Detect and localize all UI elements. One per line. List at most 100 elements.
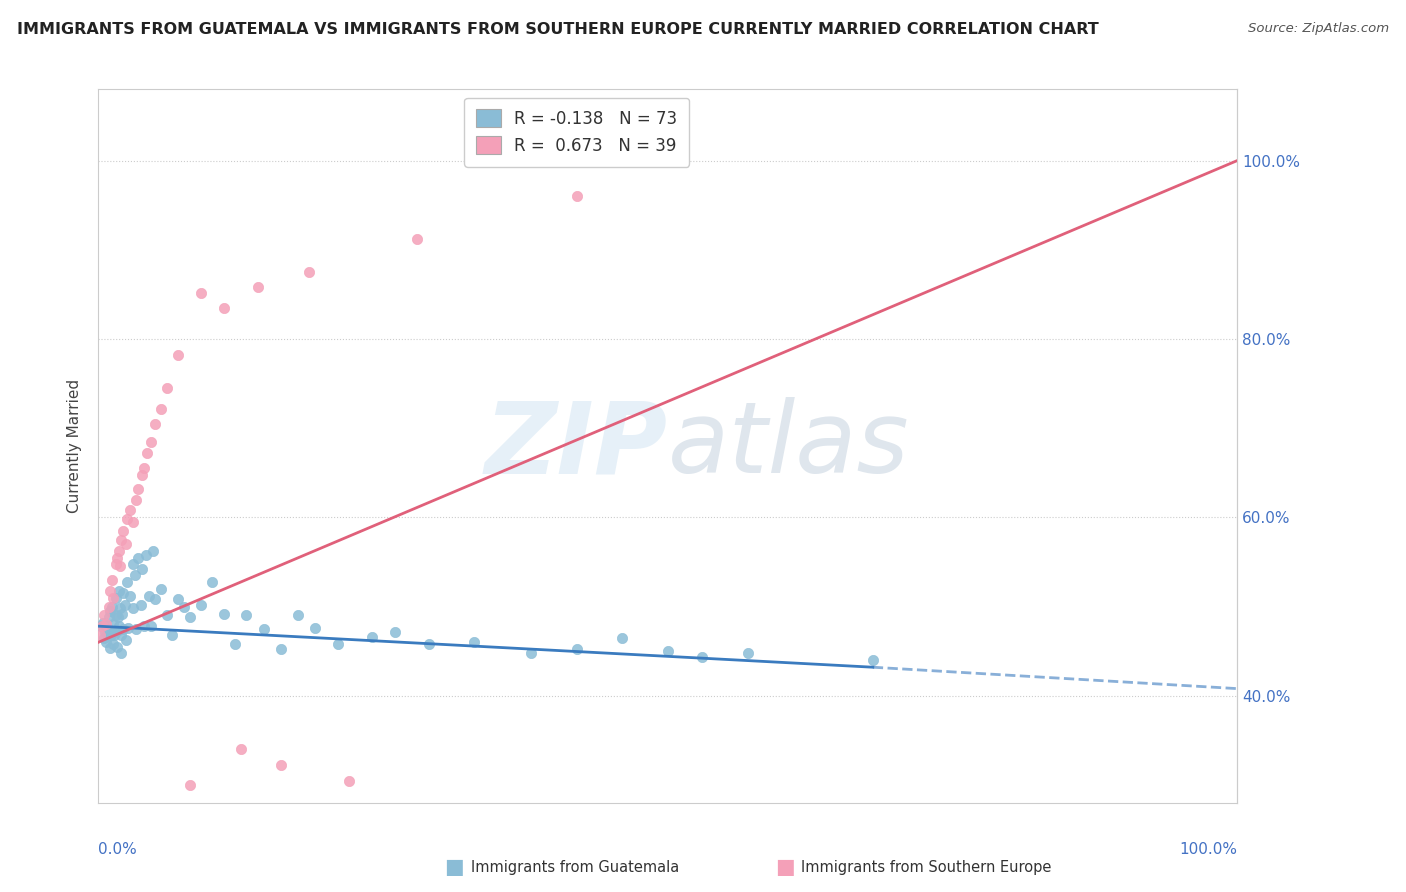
Text: atlas: atlas (668, 398, 910, 494)
Point (114, 633, 136, 648)
Point (101, 626, 124, 640)
Point (108, 559, 131, 574)
Point (135, 548, 157, 562)
Point (125, 492, 148, 507)
Point (612, 631, 634, 645)
Y-axis label: Currently Married: Currently Married (67, 379, 83, 513)
Point (108, 601, 131, 615)
Point (190, 285, 212, 300)
Point (235, 608, 257, 623)
Point (298, 265, 321, 279)
Point (101, 599, 124, 614)
Point (145, 417, 167, 431)
Text: IMMIGRANTS FROM GUATEMALA VS IMMIGRANTS FROM SOUTHERN EUROPE CURRENTLY MARRIED C: IMMIGRANTS FROM GUATEMALA VS IMMIGRANTS … (17, 22, 1098, 37)
Point (270, 758, 292, 772)
Point (406, 232, 429, 246)
Point (132, 461, 155, 475)
Point (384, 624, 406, 639)
Point (98, 640, 121, 655)
Point (565, 189, 588, 203)
Point (136, 446, 159, 460)
Point (115, 512, 138, 526)
Point (117, 621, 139, 635)
Point (107, 610, 129, 624)
Point (111, 607, 134, 621)
Point (125, 622, 148, 636)
Point (737, 646, 759, 660)
Point (287, 608, 309, 623)
Point (105, 640, 128, 654)
Point (93, 631, 115, 645)
Point (145, 592, 167, 607)
Point (131, 562, 153, 576)
Point (127, 482, 149, 496)
Point (162, 628, 184, 642)
Point (121, 515, 143, 529)
Point (121, 557, 143, 571)
Text: Immigrants from Guatemala: Immigrants from Guatemala (471, 860, 679, 874)
Point (690, 650, 713, 665)
Point (657, 644, 679, 658)
Point (124, 568, 146, 582)
Text: ZIP: ZIP (485, 398, 668, 494)
Point (337, 773, 360, 788)
Point (326, 637, 349, 651)
Point (98, 583, 121, 598)
Point (105, 624, 128, 638)
Point (112, 586, 135, 600)
Point (98, 604, 121, 618)
Point (212, 301, 235, 315)
Point (108, 583, 131, 598)
Point (132, 619, 155, 633)
Point (190, 598, 212, 612)
Point (121, 601, 143, 615)
Point (212, 607, 235, 621)
Point (129, 598, 152, 612)
Point (304, 621, 326, 635)
Point (138, 589, 160, 603)
Point (179, 610, 201, 624)
Point (114, 598, 136, 612)
Point (108, 619, 131, 633)
Point (110, 646, 132, 660)
Point (270, 642, 292, 657)
Point (167, 592, 190, 607)
Point (229, 742, 252, 756)
Point (104, 591, 127, 605)
Point (862, 653, 884, 667)
Point (104, 608, 127, 623)
Text: 100.0%: 100.0% (1180, 842, 1237, 857)
Point (120, 589, 142, 603)
Point (167, 348, 190, 362)
Point (246, 280, 269, 294)
Point (103, 591, 125, 605)
Point (108, 544, 131, 558)
Point (156, 381, 179, 395)
Point (90, 619, 112, 633)
Point (94, 624, 117, 639)
Point (201, 574, 224, 589)
Text: ■: ■ (775, 857, 794, 877)
Point (360, 630, 382, 644)
Point (139, 619, 162, 633)
Point (96, 617, 118, 632)
Point (115, 574, 138, 589)
Text: Immigrants from Southern Europe: Immigrants from Southern Europe (801, 860, 1052, 874)
Point (418, 637, 440, 651)
Point (150, 401, 173, 416)
Point (91, 615, 114, 630)
Point (463, 635, 485, 649)
Point (96, 635, 118, 649)
Point (105, 550, 128, 565)
Point (156, 608, 179, 623)
Text: Source: ZipAtlas.com: Source: ZipAtlas.com (1249, 22, 1389, 36)
Point (127, 550, 149, 565)
Point (112, 622, 135, 636)
Point (173, 599, 195, 614)
Point (96, 622, 118, 636)
Point (565, 642, 588, 657)
Point (103, 628, 125, 642)
Point (90, 619, 112, 633)
Point (100, 628, 122, 642)
Point (131, 467, 153, 482)
